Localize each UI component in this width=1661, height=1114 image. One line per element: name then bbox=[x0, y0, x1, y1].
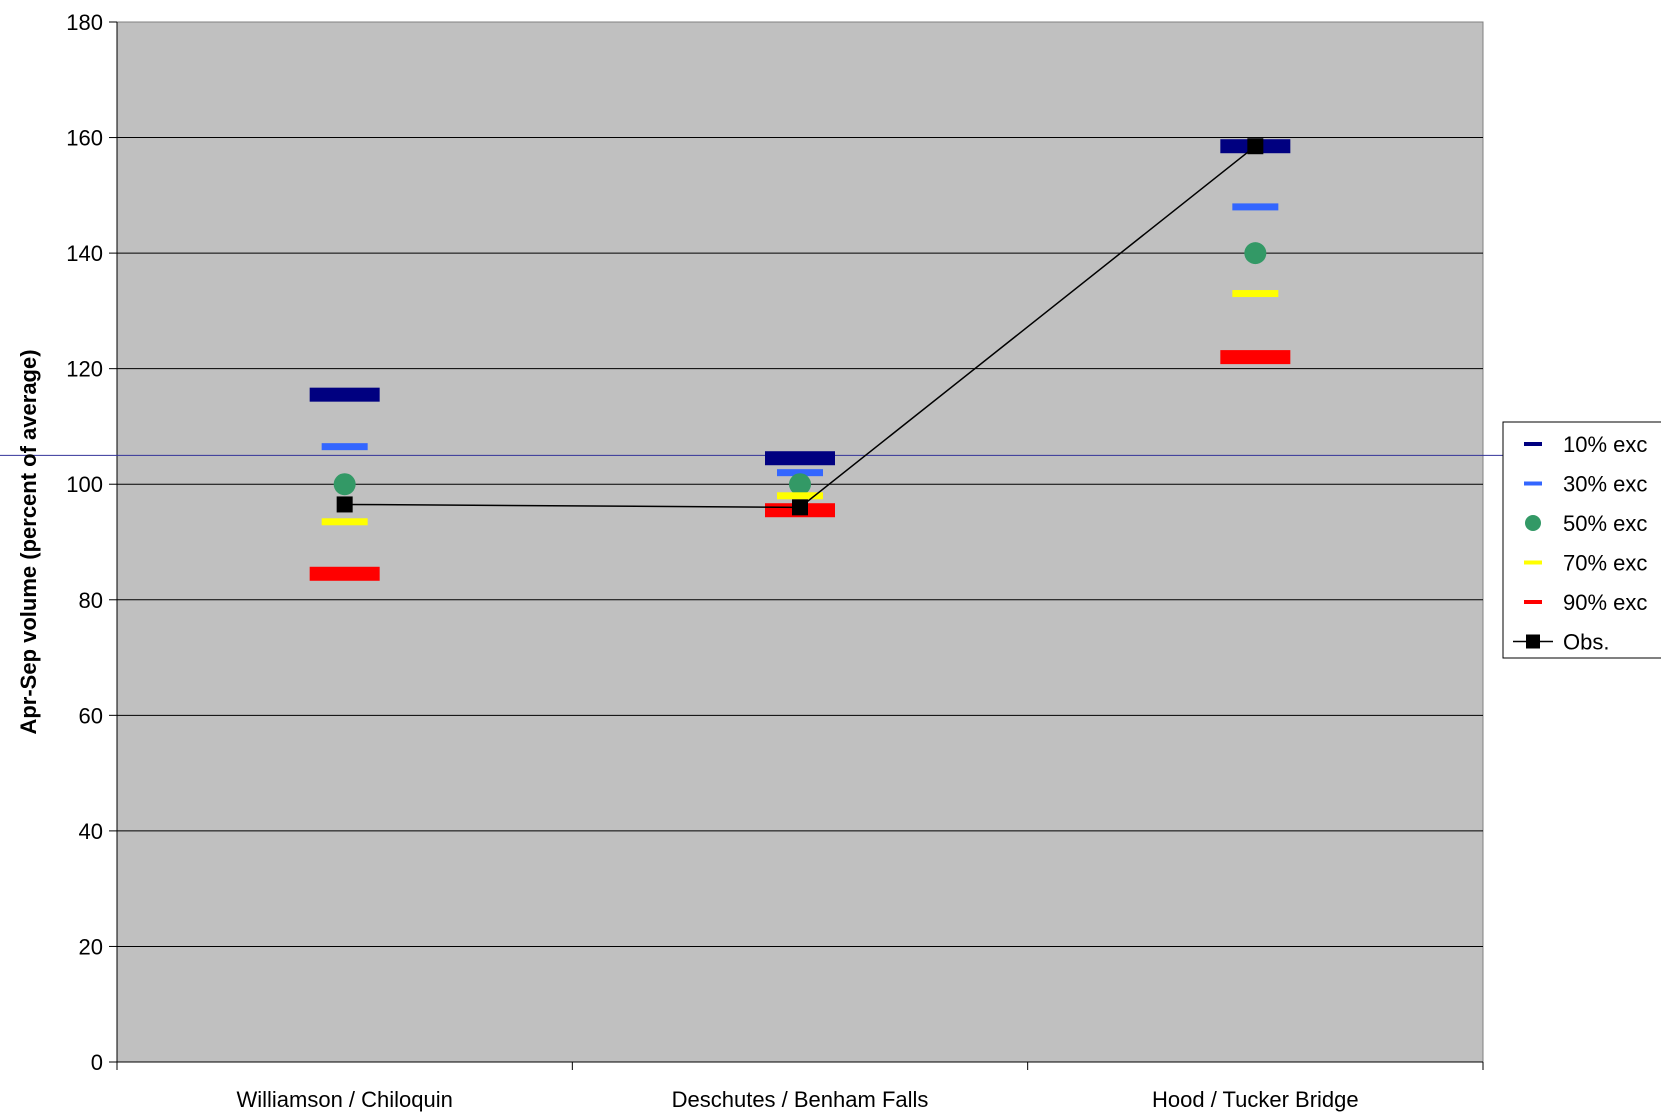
dash-mark bbox=[321, 443, 368, 451]
plot-area bbox=[116, 21, 1484, 1063]
y-tick-label: 20 bbox=[79, 934, 103, 959]
dash-mark bbox=[765, 451, 835, 466]
circle-mark bbox=[1244, 242, 1267, 265]
dash-mark bbox=[321, 518, 368, 526]
legend-swatch bbox=[1524, 481, 1542, 486]
circle-mark bbox=[789, 473, 811, 496]
legend-swatch bbox=[1524, 442, 1542, 446]
x-tick-label: Deschutes / Benham Falls bbox=[672, 1087, 929, 1112]
y-tick-label: 80 bbox=[79, 588, 103, 613]
x-tick-label: Hood / Tucker Bridge bbox=[1152, 1087, 1359, 1112]
legend-label: 90% exc bbox=[1563, 590, 1647, 615]
series-50-exc bbox=[333, 242, 1267, 496]
legend-label: 10% exc bbox=[1563, 432, 1647, 457]
data-marks bbox=[309, 138, 1291, 581]
dash-mark bbox=[777, 469, 823, 477]
legend-box bbox=[1502, 421, 1661, 659]
legend-label: Obs. bbox=[1563, 630, 1609, 655]
axes: 0 20 40 60 80 100 120 140 160 180 Williamson / Chi… bbox=[66, 10, 1484, 1112]
x-tick-label: Williamson / Chiloquin bbox=[236, 1087, 452, 1112]
dash-mark bbox=[1220, 350, 1291, 365]
legend-swatch bbox=[1526, 634, 1540, 649]
y-tick-label: 100 bbox=[66, 472, 103, 497]
legend-swatch bbox=[1525, 515, 1541, 531]
series-30-exc bbox=[321, 203, 1279, 477]
legend-swatch bbox=[1524, 600, 1542, 604]
y-tick-label: 60 bbox=[79, 703, 103, 728]
legend-swatch bbox=[1524, 560, 1542, 565]
square-mark bbox=[792, 499, 808, 516]
square-mark bbox=[1247, 138, 1264, 155]
circle-mark bbox=[333, 473, 356, 496]
dash-mark bbox=[1232, 203, 1279, 211]
y-axis-title: Apr-Sep volume (percent of average) bbox=[16, 349, 41, 734]
legend-label: 30% exc bbox=[1563, 472, 1647, 497]
legend-label: 70% exc bbox=[1563, 551, 1647, 576]
legend-label: 50% exc bbox=[1563, 511, 1647, 536]
square-mark bbox=[336, 496, 353, 513]
y-tick-label: 180 bbox=[66, 10, 103, 35]
dash-mark bbox=[309, 387, 380, 402]
dash-mark bbox=[309, 566, 380, 581]
dash-mark bbox=[777, 492, 823, 500]
series-70-exc bbox=[321, 290, 1279, 526]
y-tick-label: 0 bbox=[91, 1050, 103, 1075]
series-obs bbox=[336, 138, 1264, 516]
dash-mark bbox=[1232, 290, 1279, 298]
y-tick-label: 40 bbox=[79, 819, 103, 844]
y-tick-label: 140 bbox=[66, 241, 103, 266]
y-tick-label: 160 bbox=[66, 126, 103, 151]
legend: 10% exc 30% exc 50% exc 70% exc 90% exc Obs. bbox=[1502, 421, 1661, 659]
y-tick-label: 120 bbox=[66, 357, 103, 382]
